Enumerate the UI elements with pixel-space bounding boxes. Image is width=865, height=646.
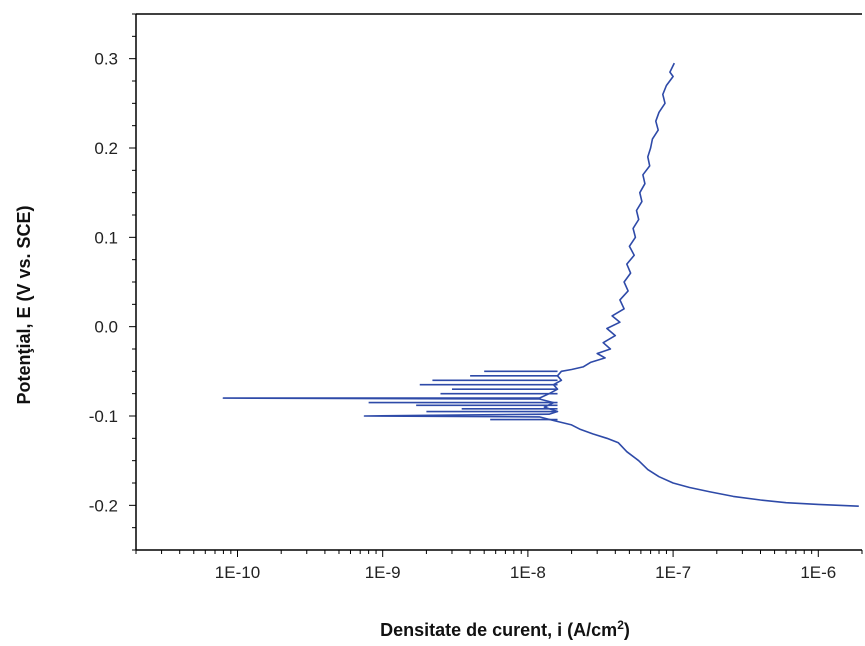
y-tick-label: -0.2 [89,496,118,515]
x-axis-title: Densitate de curent, i (A/cm2) [380,618,630,640]
plot-frame [135,13,862,551]
x-tick-label: 1E-9 [365,563,401,582]
data-layer [222,62,859,507]
x-tick-label: 1E-6 [800,563,836,582]
x-axis-ticks: 1E-10 1E-9 1E-8 1E-7 1E-6 [135,550,863,582]
y-tick-label: 0.2 [94,139,118,158]
y-axis-ticks: 0.3 0.2 0.1 0.0 -0.1 -0.2 [89,13,136,551]
y-tick-label: 0.1 [94,228,118,247]
x-axis-title-end: ) [624,620,630,640]
y-axis-title: Potenţial, E (V vs. SCE) [14,205,34,404]
y-tick-label: 0.3 [94,50,118,69]
y-tick-label: -0.1 [89,407,118,426]
x-axis-title-sup: 2 [617,618,624,632]
y-tick-label: 0.0 [94,318,118,337]
x-tick-label: 1E-10 [215,563,260,582]
x-axis-title-main: Densitate de curent, i (A/cm [380,620,617,640]
polarization-curve [222,62,859,507]
x-tick-label: 1E-8 [510,563,546,582]
x-tick-label: 1E-7 [655,563,691,582]
